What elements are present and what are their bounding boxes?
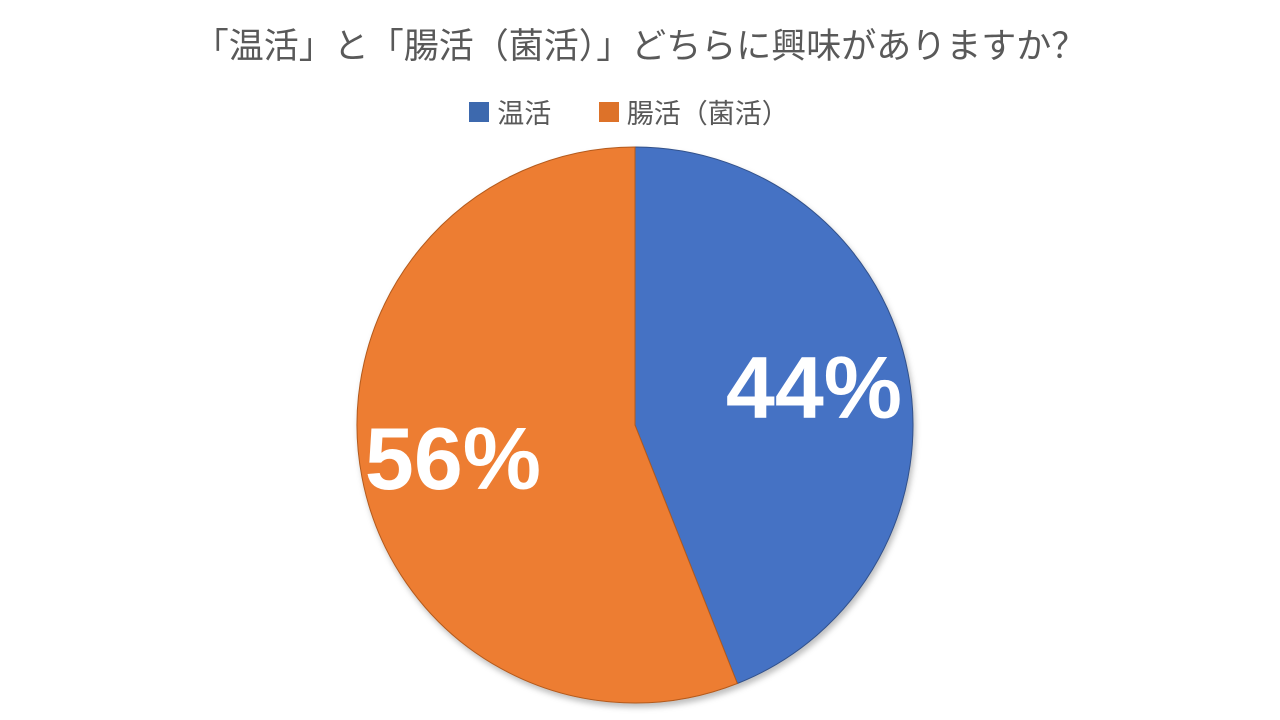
svg-text:44%: 44% bbox=[726, 338, 902, 437]
svg-text:56%: 56% bbox=[365, 409, 541, 508]
